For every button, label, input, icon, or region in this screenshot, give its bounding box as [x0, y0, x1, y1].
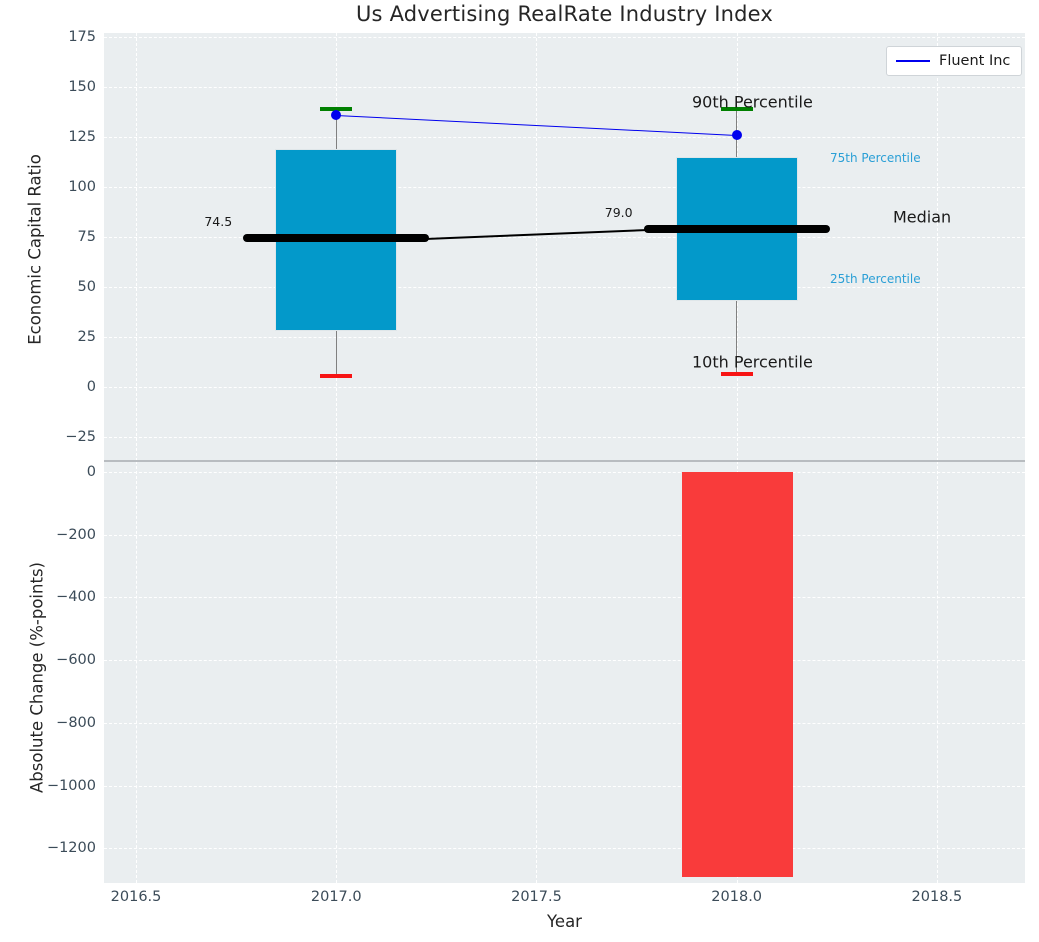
whisker-cap-p10 [320, 374, 353, 378]
gridline-horizontal [104, 785, 1025, 787]
y-tick-label: −400 [56, 589, 96, 606]
y-tick-label: −25 [65, 429, 96, 445]
gridline-horizontal [104, 534, 1025, 536]
y-tick-label: 50 [77, 279, 96, 295]
x-tick-label: 2018.0 [711, 889, 763, 905]
chart-legend[interactable]: Fluent Inc [886, 46, 1023, 76]
y-tick-label: −600 [56, 652, 96, 669]
median-line [643, 225, 830, 233]
gridline-horizontal [104, 387, 1025, 388]
y-tick-label: 0 [86, 463, 96, 480]
company-data-point[interactable] [731, 130, 742, 140]
chart-annotation: 75th Percentile [830, 151, 921, 165]
gridline-vertical [336, 461, 338, 883]
y-tick-label: 150 [68, 79, 96, 95]
gridline-vertical [136, 33, 138, 461]
gridline-horizontal [104, 722, 1025, 724]
panel-economic-capital-ratio [104, 33, 1025, 461]
absolute-change-bar[interactable] [681, 471, 793, 877]
legend-line-swatch-icon [896, 60, 930, 62]
gridline-vertical [936, 461, 938, 883]
gridline-vertical [536, 461, 538, 883]
gridline-horizontal [104, 437, 1025, 438]
y-tick-label: −1000 [46, 777, 96, 794]
panel-absolute-change [104, 461, 1025, 883]
y-axis-ticks-bottom: 0 −200 −400 −600 −800 −1000 −1200 [0, 0, 96, 942]
y-axis-label-bottom: Absolute Change (%-points) [27, 562, 47, 793]
chart-title: Us Advertising RealRate Industry Index [355, 2, 774, 26]
median-value-label: 74.5 [204, 214, 233, 229]
gridline-horizontal [104, 37, 1025, 38]
y-tick-label: 125 [68, 129, 96, 145]
x-axis-label: Year [547, 912, 582, 931]
gridline-horizontal [104, 848, 1025, 850]
y-tick-label: −800 [56, 714, 96, 731]
y-tick-label: 100 [68, 179, 96, 195]
gridline-horizontal [104, 597, 1025, 599]
chart-annotation: Median [893, 207, 952, 227]
chart-annotation: 25th Percentile [830, 272, 921, 286]
x-tick-label: 2017.0 [310, 889, 362, 905]
legend-label: Fluent Inc [939, 53, 1011, 69]
gridline-horizontal [104, 287, 1025, 288]
y-axis-label-top: Economic Capital Ratio [25, 154, 45, 345]
chart-annotation: 10th Percentile [692, 352, 813, 372]
gridline-horizontal [104, 137, 1025, 138]
gridline-vertical [936, 33, 938, 461]
median-line [243, 234, 430, 242]
median-value-label: 79.0 [604, 205, 633, 220]
whisker-cap-p90 [320, 107, 353, 111]
gridline-horizontal [104, 660, 1025, 662]
y-tick-label: 75 [77, 229, 96, 245]
x-tick-label: 2017.5 [511, 889, 562, 905]
gridline-horizontal [104, 237, 1025, 238]
gridline-horizontal [104, 337, 1025, 338]
y-tick-label: 175 [68, 29, 96, 45]
gridline-vertical [136, 461, 138, 883]
y-tick-label: 25 [77, 329, 96, 345]
x-tick-label: 2018.5 [911, 889, 963, 905]
whisker-cap-p10 [720, 372, 753, 376]
whisker-cap-p90 [720, 107, 753, 111]
y-axis-ticks-top: 175 150 125 100 75 50 25 0 −25 [0, 0, 96, 942]
y-tick-label: −200 [56, 526, 96, 543]
gridline-vertical [536, 33, 538, 461]
y-tick-label: −1200 [46, 840, 96, 857]
y-tick-label: 0 [86, 379, 96, 395]
panel-divider [104, 460, 1025, 462]
company-data-point[interactable] [331, 110, 342, 120]
gridline-horizontal [104, 87, 1025, 88]
x-tick-label: 2016.5 [110, 889, 162, 905]
gridline-horizontal [104, 471, 1025, 473]
chart-annotation: 90th Percentile [692, 92, 813, 112]
gridline-horizontal [104, 187, 1025, 188]
